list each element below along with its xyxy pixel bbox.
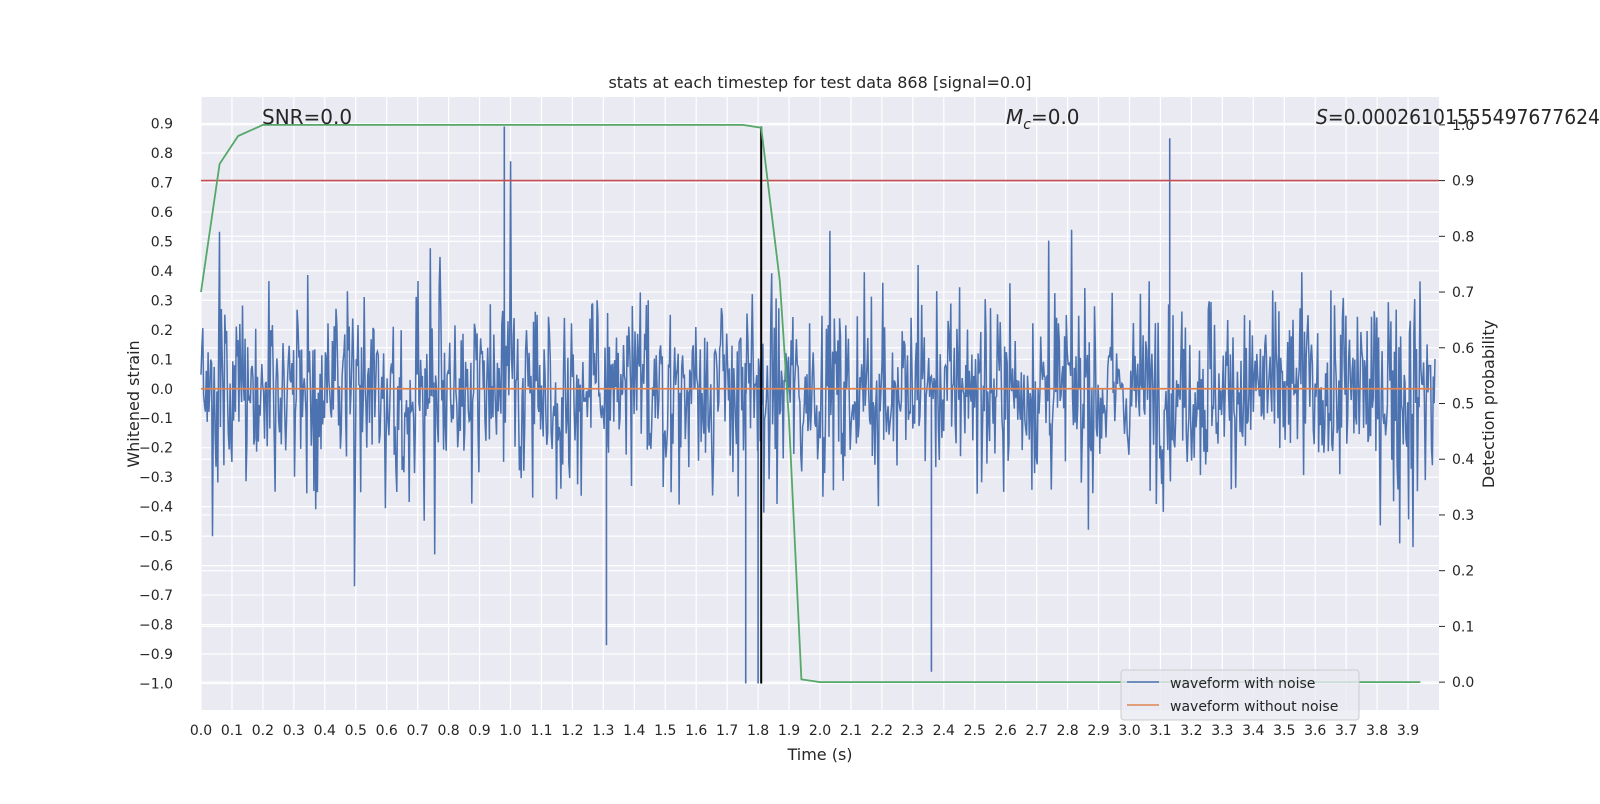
y-tick-label: −0.9 xyxy=(139,647,173,663)
y-tick-label: −1.0 xyxy=(139,676,173,692)
y-tick-label: 0.2 xyxy=(151,323,173,339)
y-tick-label: 0.4 xyxy=(151,264,173,280)
x-tick-label: 2.2 xyxy=(871,723,893,739)
y-tick-label: −0.4 xyxy=(139,500,173,516)
tick-labels: 0.0 0.1 0.2 0.3 0.4 0.5 0.6 0.7 0.8 0.9 1.0 1.1 1.2 1… xyxy=(139,117,1474,739)
x-tick-label: 1.1 xyxy=(530,723,552,739)
x-tick-label: 2.7 xyxy=(1026,723,1048,739)
y-tick-label: −0.5 xyxy=(139,529,173,545)
x-tick-label: 1.2 xyxy=(561,723,583,739)
x-tick-label: 2.4 xyxy=(933,723,955,739)
y-axis-label: Whitened strain xyxy=(124,340,143,467)
x-tick-label: 3.8 xyxy=(1366,723,1388,739)
legend-label-noise: waveform with noise xyxy=(1170,676,1315,692)
x-tick-label: 3.4 xyxy=(1242,723,1264,739)
x-tick-label: 0.1 xyxy=(221,723,243,739)
y-tick-label: 0.5 xyxy=(151,234,173,250)
chart-title: stats at each timestep for test data 868… xyxy=(608,73,1031,92)
x-tick-label: 2.3 xyxy=(902,723,924,739)
x-tick-label: 3.2 xyxy=(1180,723,1202,739)
x-tick-label: 1.9 xyxy=(778,723,800,739)
x-tick-label: 0.3 xyxy=(283,723,305,739)
mc-value: =0.0 xyxy=(1031,105,1080,129)
y2-axis-label: Detection probability xyxy=(1479,320,1498,488)
y2-tick-label: 1.0 xyxy=(1452,118,1474,134)
x-tick-label: 3.7 xyxy=(1335,723,1357,739)
x-tick-label: 0.9 xyxy=(468,723,490,739)
x-tick-label: 3.1 xyxy=(1149,723,1171,739)
x-tick-label: 2.5 xyxy=(964,723,986,739)
y-tick-label: −0.3 xyxy=(139,470,173,486)
y2-tick-label: 0.7 xyxy=(1452,285,1474,301)
noise-series xyxy=(200,126,1436,684)
y-tick-label: −0.1 xyxy=(139,411,173,427)
x-tick-label: 2.1 xyxy=(840,723,862,739)
snr-annotation: SNR=0.0 xyxy=(262,105,352,129)
y-tick-label: −0.7 xyxy=(139,588,173,604)
x-tick-label: 3.3 xyxy=(1211,723,1233,739)
mc-subscript: c xyxy=(1023,117,1031,133)
y2-tick-label: 0.6 xyxy=(1452,341,1474,357)
y2-tick-label: 0.8 xyxy=(1452,229,1474,245)
x-tick-label: 2.0 xyxy=(809,723,831,739)
y-tick-label: 0.9 xyxy=(151,117,173,133)
y2-tick-label: 0.0 xyxy=(1452,675,1474,691)
y-tick-label: −0.8 xyxy=(139,618,173,634)
s-value: =0.00026101555497677624 xyxy=(1328,105,1600,129)
y2-tick-label: 0.9 xyxy=(1452,174,1474,190)
waveform-with-noise-line xyxy=(200,161,1436,587)
y-tick-label: 0.3 xyxy=(151,293,173,309)
x-tick-label: 3.0 xyxy=(1118,723,1140,739)
s-annotation: S=0.00026101555497677624 xyxy=(1316,105,1600,129)
x-tick-label: 1.5 xyxy=(654,723,676,739)
x-tick-label: 3.9 xyxy=(1397,723,1419,739)
detection-probability-line xyxy=(200,124,1421,683)
x-tick-label: 1.3 xyxy=(592,723,614,739)
x-tick-label: 2.9 xyxy=(1087,723,1109,739)
y2-tick-label: 0.3 xyxy=(1452,508,1474,524)
legend-box xyxy=(1120,669,1360,721)
x-tick-label: 0.4 xyxy=(314,723,336,739)
x-tick-label: 3.5 xyxy=(1273,723,1295,739)
y-tick-label: 0.7 xyxy=(151,175,173,191)
x-tick-label: 1.7 xyxy=(716,723,738,739)
x-tick-label: 0.8 xyxy=(437,723,459,739)
x-tick-label: 0.6 xyxy=(376,723,398,739)
y-tick-label: −0.6 xyxy=(139,559,173,575)
x-tick-label: 0.2 xyxy=(252,723,274,739)
y-tick-label: 0.8 xyxy=(151,146,173,162)
y-tick-label: 0.6 xyxy=(151,205,173,221)
s-symbol: S xyxy=(1316,105,1328,129)
mc-symbol: M xyxy=(1006,105,1023,129)
x-tick-label: 2.8 xyxy=(1056,723,1078,739)
y-tick-label: 0.0 xyxy=(151,382,173,398)
legend-label-clean: waveform without noise xyxy=(1170,699,1338,715)
x-tick-label: 0.0 xyxy=(190,723,212,739)
y2-tick-label: 0.2 xyxy=(1452,564,1474,580)
reference-lines xyxy=(200,124,1439,684)
y2-tick-label: 0.4 xyxy=(1452,452,1474,468)
x-axis-label: Time (s) xyxy=(786,745,852,764)
x-tick-label: 3.6 xyxy=(1304,723,1326,739)
x-tick-label: 1.4 xyxy=(623,723,645,739)
y2-tick-label: 0.5 xyxy=(1452,397,1474,413)
x-tick-label: 2.6 xyxy=(995,723,1017,739)
y-tick-label: 0.1 xyxy=(151,352,173,368)
chirp-mass-annotation: Mc=0.0 xyxy=(1006,105,1080,133)
x-tick-label: 0.5 xyxy=(345,723,367,739)
x-tick-label: 1.6 xyxy=(685,723,707,739)
x-tick-label: 1.0 xyxy=(499,723,521,739)
legend: waveform with noise waveform without noi… xyxy=(1120,669,1360,721)
x-tick-label: 0.7 xyxy=(407,723,429,739)
y-tick-label: −0.2 xyxy=(139,441,173,457)
x-tick-label: 1.8 xyxy=(747,723,769,739)
y2-tick-label: 0.1 xyxy=(1452,619,1474,635)
